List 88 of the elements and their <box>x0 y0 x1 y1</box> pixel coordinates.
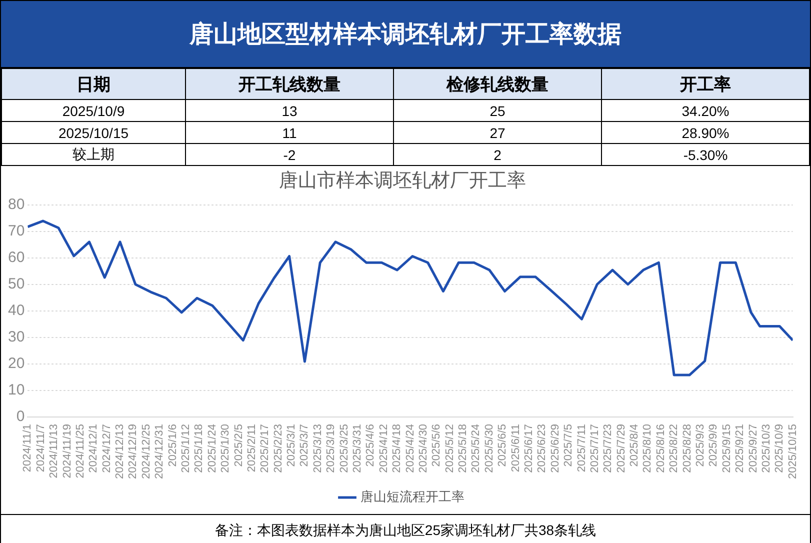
x-tick-label: 2025/4/18 <box>391 424 404 473</box>
x-tick-label: 2025/5/6 <box>430 424 443 467</box>
x-tick-label: 2025/2/11 <box>246 424 258 472</box>
x-tick-label: 2025/4/6 <box>364 424 377 467</box>
category-label: 开工率 <box>602 68 810 100</box>
x-tick-label: 2025/2/5 <box>232 424 245 467</box>
x-tick-label: 2024/12/13 <box>114 424 126 480</box>
x-tick-label: 2025/3/25 <box>338 424 350 473</box>
x-tick-label: 2025/6/11 <box>510 424 522 472</box>
x-tick-label: 2025/6/17 <box>523 424 535 473</box>
x-tick-label: 2024/11/1 <box>22 424 34 472</box>
x-tick-label: 2025/1/12 <box>180 424 192 473</box>
x-tick-label: 2025/9/9 <box>708 424 720 467</box>
x-tick-label: 2025/7/11 <box>576 424 588 472</box>
x-tick-label: 2025/7/29 <box>615 424 628 473</box>
x-tick-label: 2024/11/7 <box>34 424 47 472</box>
x-tick-label: 2025/6/23 <box>536 424 548 473</box>
y-tick-label: 0 <box>16 408 25 426</box>
x-tick-label: 2025/5/12 <box>444 424 456 473</box>
category-label: 2025/10/9 <box>62 102 125 118</box>
text: 11 <box>282 124 297 140</box>
y-tick-label: 60 <box>8 248 25 266</box>
x-tick-label: 2024/12/1 <box>88 424 100 473</box>
y-tick-label: 20 <box>8 355 25 372</box>
x-tick-label: 2025/9/15 <box>720 424 733 473</box>
x-tick-label: 2025/8/4 <box>628 424 641 467</box>
text: -2 <box>283 146 296 162</box>
x-tick-label: 2025/3/19 <box>325 424 338 473</box>
x-tick-label: 2025/10/9 <box>774 424 786 473</box>
x-tick-label: 2025/5/18 <box>457 424 470 473</box>
x-tick-label: 2025/4/30 <box>417 424 430 473</box>
x-tick-label: 2025/9/3 <box>694 424 706 467</box>
x-tick-label: 2025/2/23 <box>272 424 284 473</box>
x-tick-label: 2025/8/22 <box>668 424 680 473</box>
category-label: 开工轧线数量 <box>186 68 394 100</box>
x-tick-label: 2025/6/5 <box>496 424 509 467</box>
x-tick-label: 2024/12/7 <box>100 424 113 473</box>
x-tick-label: 2024/12/31 <box>154 424 166 480</box>
x-tick-label: 2025/8/28 <box>681 424 694 473</box>
x-tick-label: 2025/3/7 <box>298 424 311 467</box>
x-tick-label: 2025/10/15 <box>786 424 799 480</box>
x-tick-label: 2024/11/25 <box>74 424 86 478</box>
x-tick-label: 2024/11/19 <box>61 424 74 478</box>
x-tick-label: 2025/3/13 <box>312 424 324 473</box>
text: 唐山地区型材样本调坯轧材厂开工率数据 <box>1 1 810 68</box>
category-label: 较上期 <box>72 146 114 162</box>
x-tick-label: 2025/7/23 <box>602 424 614 473</box>
x-tick-label: 2025/9/27 <box>747 424 760 473</box>
x-tick-label: 2025/7/17 <box>588 424 601 473</box>
y-tick-label: 10 <box>8 382 25 399</box>
x-tick-label: 2025/5/30 <box>483 424 496 473</box>
text: 28.90% <box>682 124 730 140</box>
text: 25 <box>490 102 506 118</box>
x-tick-label: 2025/8/16 <box>654 424 667 473</box>
x-tick-label: 2025/1/6 <box>166 424 179 467</box>
x-tick-label: 2025/5/24 <box>470 424 482 473</box>
x-tick-label: 2024/12/19 <box>127 424 140 480</box>
x-tick-label: 2024/12/25 <box>140 424 152 480</box>
y-tick-label: 50 <box>8 275 25 292</box>
chart-title: 唐山市样本调坯轧材厂开工率 <box>279 170 526 192</box>
text: -5.30% <box>683 146 728 162</box>
x-tick-label: 2025/3/31 <box>352 424 364 473</box>
x-tick-label: 2025/1/18 <box>193 424 206 473</box>
text: 27 <box>490 124 506 140</box>
x-tick-label: 2025/2/17 <box>259 424 272 473</box>
text: 2 <box>494 146 502 162</box>
x-tick-label: 2025/8/10 <box>642 424 654 473</box>
y-tick-label: 40 <box>8 302 25 320</box>
x-tick-label: 2025/9/21 <box>734 424 746 473</box>
x-tick-label: 2025/1/30 <box>220 424 232 473</box>
x-tick-label: 2025/4/24 <box>404 424 416 473</box>
x-tick-label: 2025/4/12 <box>378 424 390 473</box>
y-tick-label: 80 <box>8 196 25 213</box>
text: 34.20% <box>682 102 730 118</box>
x-tick-label: 2025/6/29 <box>549 424 562 473</box>
x-tick-label: 2024/11/13 <box>48 424 60 478</box>
x-tick-label: 2025/1/24 <box>206 424 218 473</box>
x-tick-label: 2025/7/5 <box>562 424 575 467</box>
category-label: 2025/10/15 <box>58 124 129 140</box>
category-label: 检修轧线数量 <box>394 68 602 100</box>
y-tick-label: 70 <box>8 222 25 240</box>
x-tick-label: 2025/3/1 <box>286 424 298 467</box>
text: 备注：本图表数据样本为唐山地区25家调坯轧材厂共38条轧线 <box>1 514 810 543</box>
y-tick-label: 30 <box>8 328 25 346</box>
text: 13 <box>282 102 298 118</box>
legend-label: 唐山短流程开工率 <box>360 489 464 504</box>
category-label: 日期 <box>2 68 186 100</box>
x-tick-label: 2025/10/3 <box>760 424 772 473</box>
